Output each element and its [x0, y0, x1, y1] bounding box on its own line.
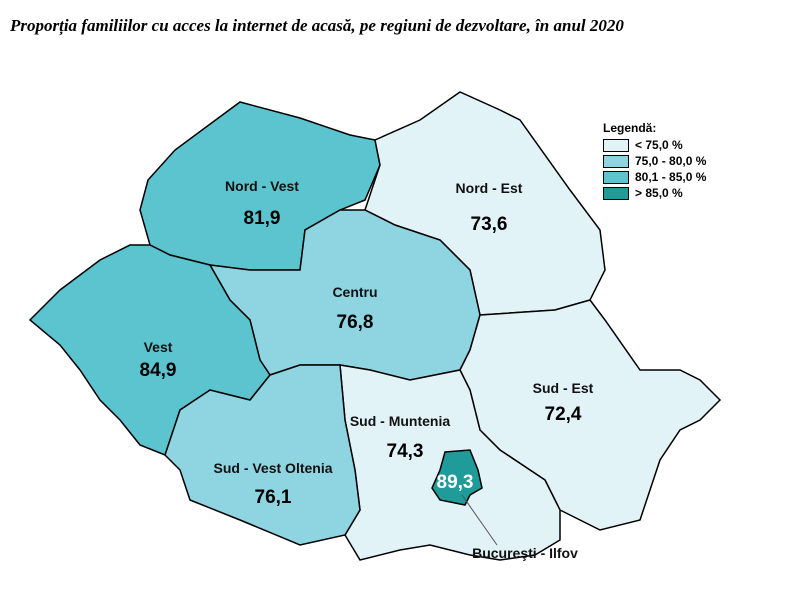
leader-line	[461, 494, 498, 546]
legend-title: Legendă:	[603, 121, 657, 135]
label-vest: Vest	[143, 339, 173, 355]
legend: Legendă: < 75,0 % 75,0 - 80,0 % 80,1 - 8…	[603, 121, 706, 201]
label-sud-est: Sud - Est	[532, 380, 594, 396]
map-title: Proporția familiilor cu acces la interne…	[10, 16, 624, 35]
legend-swatch	[603, 154, 629, 168]
label-centru: Centru	[332, 284, 378, 300]
legend-swatch	[603, 170, 629, 184]
label-nord-vest: Nord - Vest	[225, 178, 299, 194]
value-vest: 84,9	[139, 360, 177, 381]
label-sud-muntenia: Sud - Muntenia	[349, 413, 451, 429]
value-bucuresti-ilfov: 89,3	[436, 472, 474, 493]
value-sud-muntenia: 74,3	[386, 441, 424, 462]
value-nord-est: 73,6	[470, 214, 508, 235]
legend-label: < 75,0 %	[635, 138, 683, 152]
label-bucuresti-ilfov: Bucureşti - Ilfov	[472, 545, 578, 561]
legend-label: 80,1 - 85,0 %	[635, 170, 707, 184]
value-nord-vest: 81,9	[243, 208, 281, 229]
legend-swatch	[603, 186, 629, 200]
legend-item: < 75,0 %	[603, 137, 706, 153]
legend-label: > 85,0 %	[635, 186, 683, 200]
region-bucuresti-ilfov[interactable]	[431, 449, 483, 506]
label-sud-vest-oltenia: Sud - Vest Oltenia	[213, 460, 333, 476]
legend-item: 75,0 - 80,0 %	[603, 153, 706, 169]
legend-swatch	[603, 138, 629, 152]
legend-label: 75,0 - 80,0 %	[635, 154, 707, 168]
value-centru: 76,8	[336, 312, 374, 333]
legend-item: > 85,0 %	[603, 185, 706, 201]
label-nord-est: Nord - Est	[455, 180, 523, 196]
value-sud-est: 72,4	[544, 404, 582, 425]
value-sud-vest-oltenia: 76,1	[254, 487, 292, 508]
legend-item: 80,1 - 85,0 %	[603, 169, 706, 185]
region-sud-vest-oltenia[interactable]	[164, 364, 361, 546]
